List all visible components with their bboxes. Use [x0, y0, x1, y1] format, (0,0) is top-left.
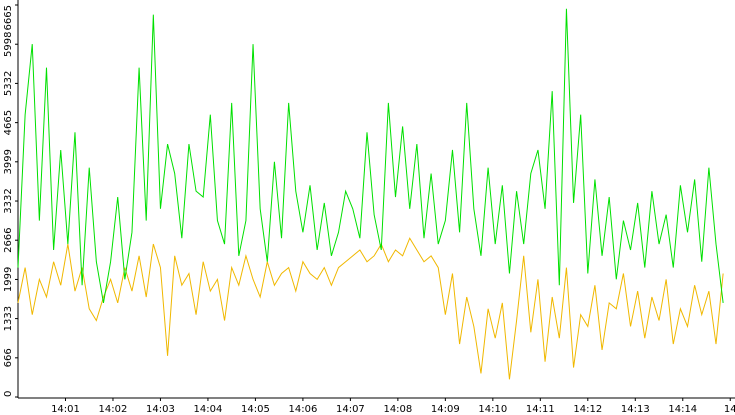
y-tick-label: 4665: [3, 110, 14, 135]
x-tick-label: 14:12: [573, 404, 602, 415]
x-tick-label: 14:13: [621, 404, 650, 415]
y-tick-label: 1333: [3, 306, 14, 331]
y-tick-label: 1999: [3, 267, 14, 292]
y-tick-label: 666: [3, 348, 14, 367]
y-tick-label: 0: [3, 391, 14, 397]
x-tick-label: 14: [724, 404, 735, 415]
x-tick-label: 14:07: [336, 404, 365, 415]
y-tick-label: 3999: [3, 149, 14, 174]
x-tick-label: 14:02: [99, 404, 128, 415]
x-tick-label: 14:01: [51, 404, 80, 415]
x-tick-label: 14:14: [668, 404, 697, 415]
x-tick-label: 14:04: [194, 404, 223, 415]
y-tick-label: 5998: [3, 32, 14, 57]
y-tick-label: 6665: [3, 5, 14, 30]
y-tick-label: 3332: [3, 188, 14, 213]
x-tick-label: 14:06: [288, 404, 317, 415]
x-tick-label: 14:03: [146, 404, 175, 415]
series-line: [17, 237, 724, 380]
x-tick-label: 14:10: [478, 404, 507, 415]
x-tick-label: 14:11: [526, 404, 555, 415]
series-line: [17, 8, 724, 303]
y-tick-label: 2666: [3, 227, 14, 252]
y-tick-label: 5332: [3, 71, 14, 96]
x-tick-label: 14:08: [383, 404, 412, 415]
x-tick-label: 14:09: [431, 404, 460, 415]
x-tick-label: 14:05: [241, 404, 270, 415]
